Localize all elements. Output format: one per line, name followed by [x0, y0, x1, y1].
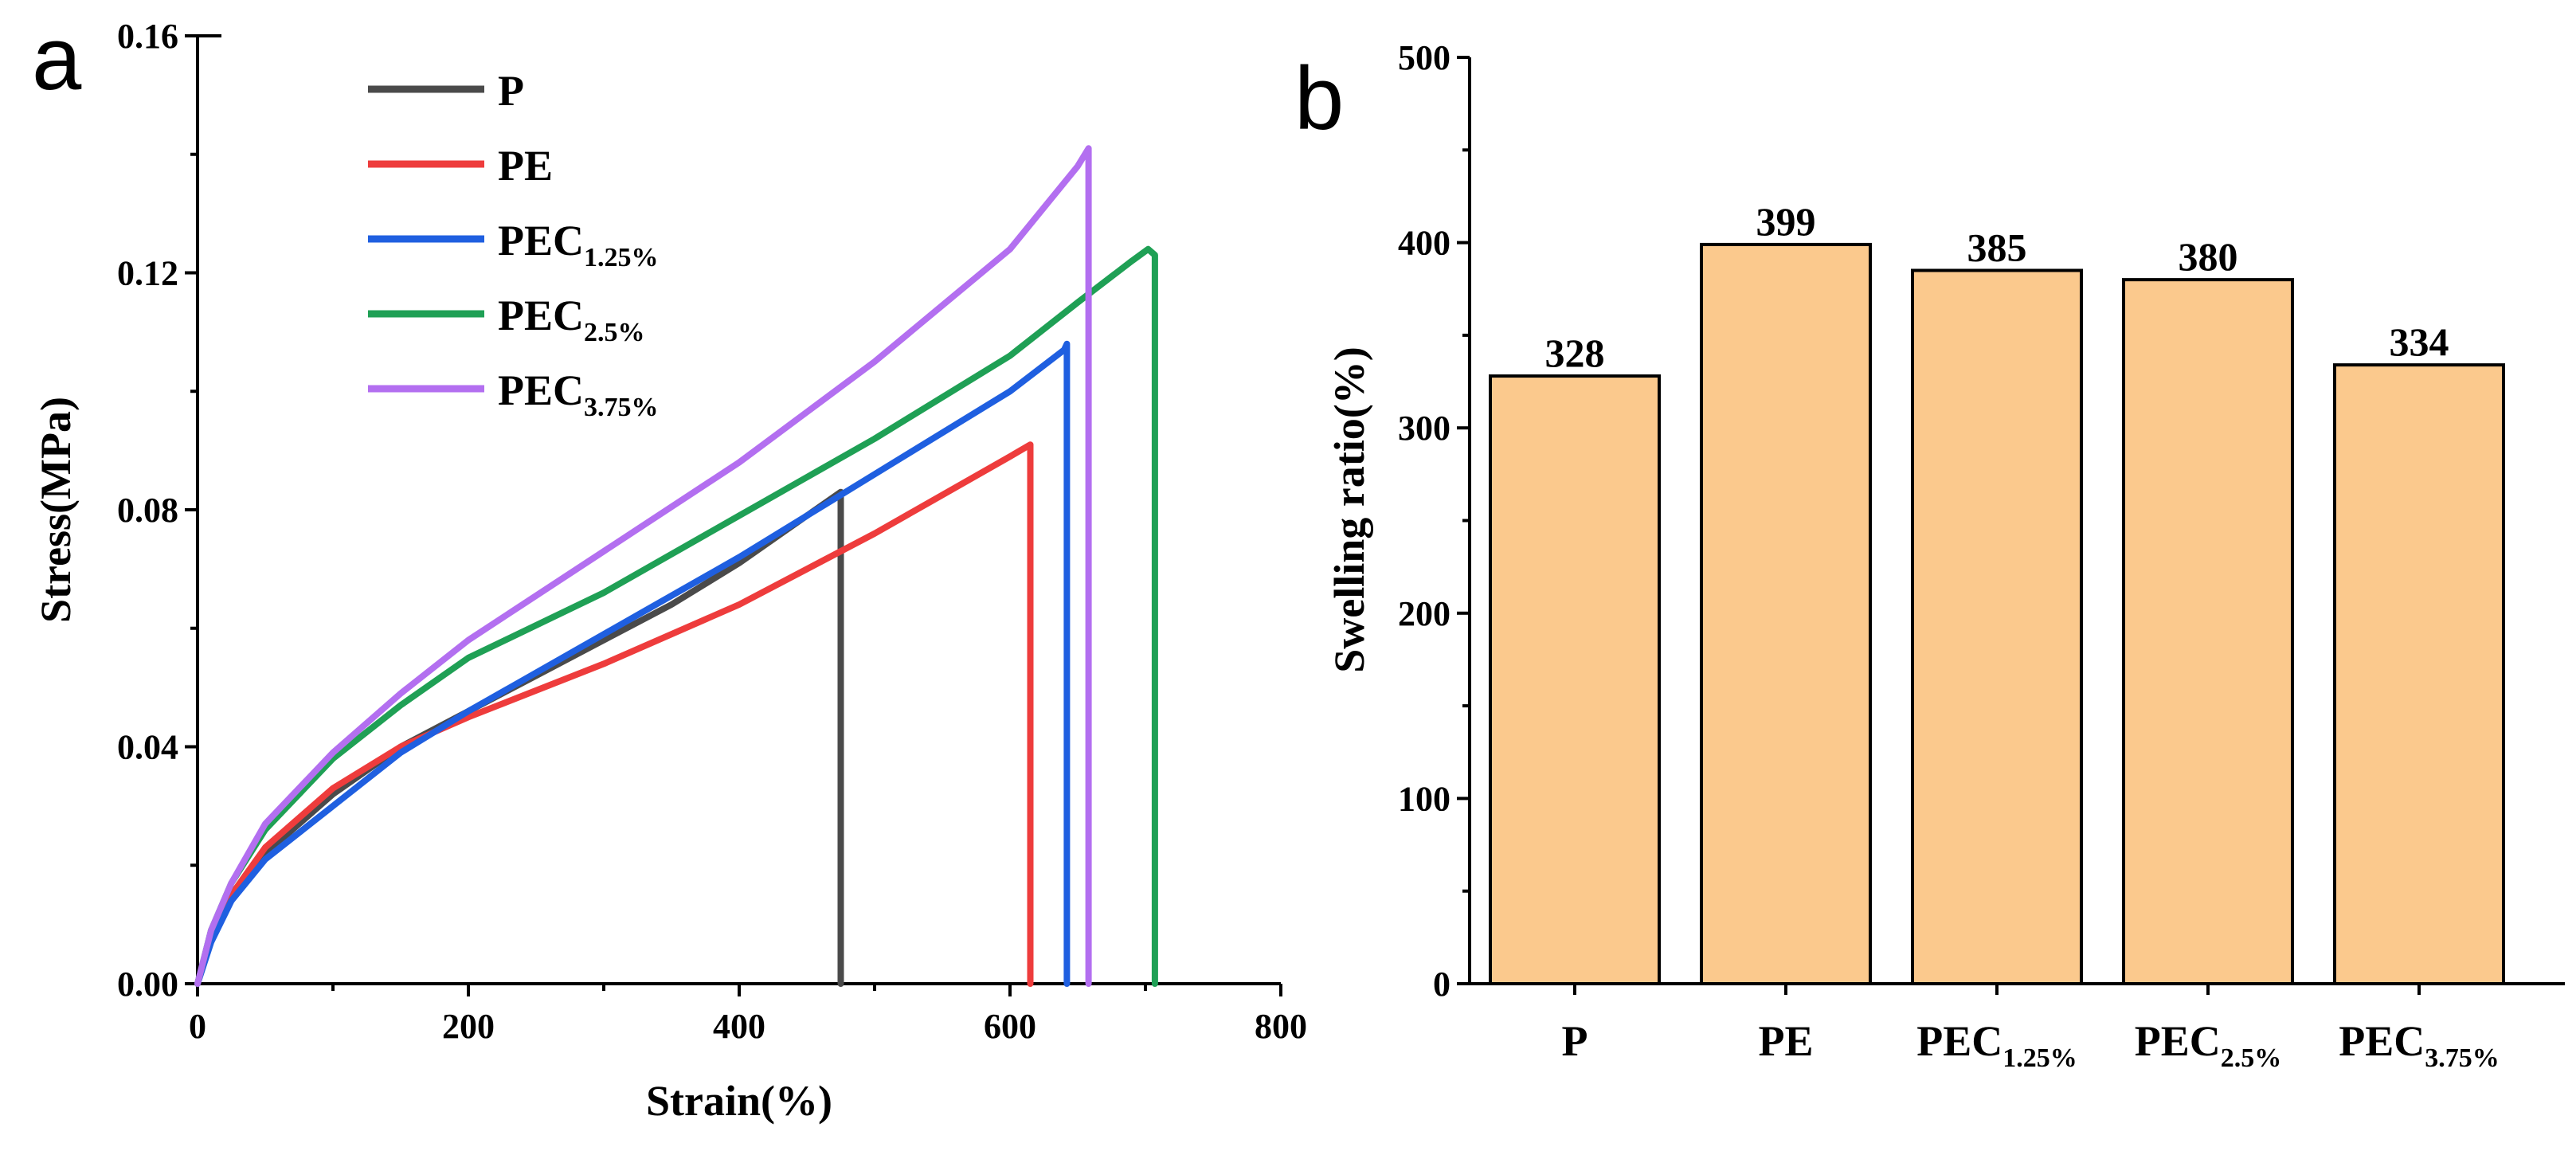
panel-a-x-axis-title: Strain(%): [646, 1077, 832, 1125]
series-line-pec3-75-: [194, 145, 1092, 987]
panel-b-swelling-bar-chart: b 0 100 200 300 400 500 328 399 385 380 334 P PE PE…: [1294, 38, 2565, 1073]
bar-pec1-25-: [1911, 268, 2083, 985]
bar-value-label: 385: [1967, 225, 2027, 269]
panel-letter-a: a: [32, 9, 82, 108]
panel-a-x-tick-label: 200: [442, 1007, 495, 1046]
series-line-p: [194, 488, 844, 987]
bar-pec3-75-: [2333, 363, 2505, 985]
bar-p: [1489, 374, 1661, 985]
legend-label: PEC2.5%: [498, 292, 645, 347]
series-line-pec2-5-: [194, 245, 1158, 987]
panel-b-y-ticks: 0 100 200 300 400 500: [1398, 38, 1470, 1004]
bar-pec2-5-: [2122, 278, 2294, 985]
bar-value-label: 380: [2179, 234, 2238, 279]
panel-a-x-tick-label: 400: [713, 1007, 765, 1046]
category-label: PE: [1758, 1017, 1813, 1065]
panel-b-bars: 328 399 385 380 334: [1489, 199, 2505, 985]
panel-b-y-tick-label: 300: [1398, 409, 1450, 448]
legend-label: PE: [498, 142, 553, 190]
legend-label: P: [498, 67, 524, 115]
panel-a-y-tick-label: 0.04: [117, 728, 178, 767]
panel-b-y-tick-label: 500: [1398, 38, 1450, 77]
bar-pe: [1700, 242, 1872, 985]
category-label: PEC2.5%: [2135, 1017, 2282, 1073]
series-line-pe: [194, 441, 1034, 987]
panel-letter-b: b: [1294, 49, 1344, 148]
panel-a-y-tick-label: 0.08: [117, 491, 178, 530]
panel-a-x-tick-label: 800: [1255, 1007, 1307, 1046]
panel-a-y-tick-label: 0.12: [117, 254, 178, 293]
panel-a-stress-strain-chart: a 0 200 400 600 800 0.00 0.04 0.08 0.12 0.16 P PE…: [32, 9, 1307, 1125]
panel-a-y-tick-label: 0.16: [117, 17, 178, 56]
panel-a-y-tick-label: 0.00: [117, 965, 178, 1004]
category-label: P: [1562, 1017, 1588, 1065]
legend-label: PEC1.25%: [498, 217, 659, 272]
panel-b-y-axis-title: Swelling ratio(%): [1325, 346, 1373, 672]
bar-value-label: 399: [1756, 199, 1816, 244]
legend-label: PEC3.75%: [498, 366, 659, 422]
panel-b-y-tick-label: 100: [1398, 779, 1450, 818]
category-label: PEC1.25%: [1916, 1017, 2077, 1073]
panel-a-y-ticks: 0.00 0.04 0.08 0.12 0.16: [117, 17, 198, 1004]
panel-b-y-tick-label: 400: [1398, 224, 1450, 263]
panel-b-y-tick-label: 0: [1433, 965, 1450, 1004]
series-line-pec1-25-: [194, 340, 1071, 987]
category-label: PEC3.75%: [2339, 1017, 2500, 1073]
panel-a-y-axis-title: Stress(MPa): [32, 397, 80, 623]
panel-a-x-ticks: 0 200 400 600 800: [189, 984, 1307, 1046]
panel-a-x-tick-label: 0: [189, 1007, 206, 1046]
bar-value-label: 328: [1545, 331, 1605, 375]
panel-a-series-lines: [194, 145, 1158, 987]
panel-b-category-labels: P PE PEC1.25% PEC2.5% PEC3.75%: [1562, 984, 2500, 1073]
panel-a-x-tick-label: 600: [984, 1007, 1036, 1046]
bar-value-label: 334: [2390, 319, 2449, 364]
panel-b-y-tick-label: 200: [1398, 594, 1450, 633]
panel-a-legend: P PE PEC1.25% PEC2.5% PEC3.75%: [368, 67, 659, 422]
